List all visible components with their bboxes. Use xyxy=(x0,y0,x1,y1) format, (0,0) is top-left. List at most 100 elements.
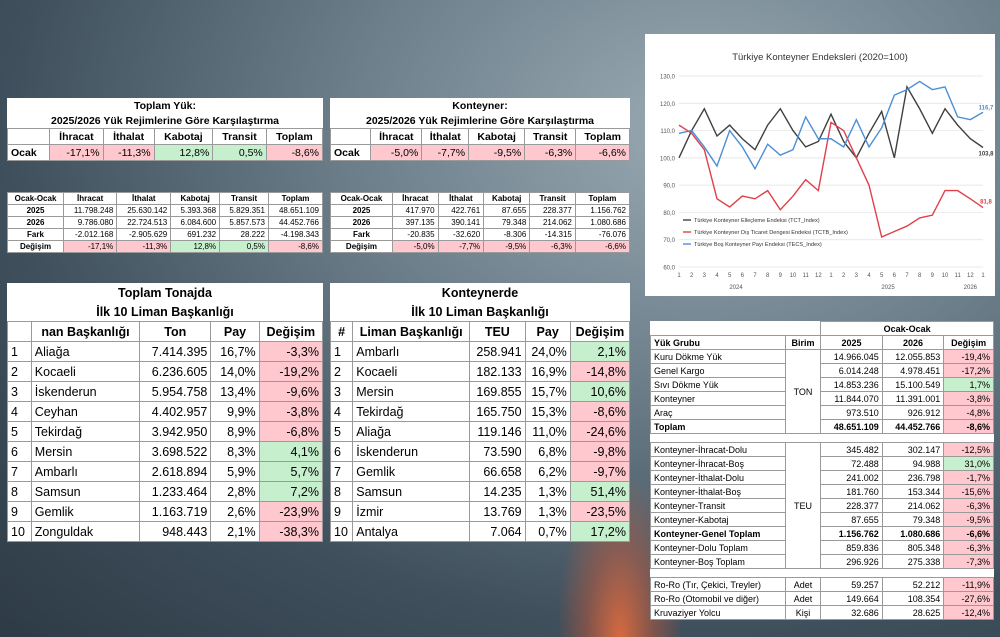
legend-entry: Türkiye Boş Konteyner Payı Endeksi (TECS… xyxy=(694,242,822,248)
table-row: Konteyner-İthalat-Boş 181.760 153.344 -15,6… xyxy=(650,484,994,499)
cell: 165.750 xyxy=(469,401,526,422)
table-row: Genel Kargo 6.014.248 4.978.451 -17,2% xyxy=(650,363,994,378)
cell: 258.941 xyxy=(469,341,526,362)
corner-header: Ocak-Ocak xyxy=(7,192,64,205)
cell: 182.133 xyxy=(469,361,526,382)
cell: 296.926 xyxy=(820,554,883,569)
cell: 6.236.605 xyxy=(139,361,212,382)
cell: 236.798 xyxy=(881,470,945,485)
table-row: Konteyner-Genel Toplam 1.156.762 1.080.686… xyxy=(650,526,994,541)
port-name: Zonguldak xyxy=(30,521,141,542)
col-header: Kabotaj xyxy=(468,128,526,145)
cell: 5.829.351 xyxy=(219,204,269,217)
x-tick-label: 12 xyxy=(815,273,822,279)
cell: -8,6% xyxy=(943,419,994,434)
cell: 169.855 xyxy=(469,381,526,402)
y-tick-label: 70,0 xyxy=(663,238,675,244)
cell: -12,5% xyxy=(943,442,994,457)
port-name: Gemlik xyxy=(352,461,471,482)
cell: 52.212 xyxy=(881,577,945,592)
cell: -3,3% xyxy=(258,341,324,362)
cell: 73.590 xyxy=(469,441,526,462)
x-tick-label: 1 xyxy=(981,273,985,279)
x-tick-label: 4 xyxy=(715,273,719,279)
cargo-group: Konteyner-Dolu Toplam xyxy=(650,540,786,555)
cargo-group: Konteyner-Kabotaj xyxy=(650,512,786,527)
cell: 13.769 xyxy=(469,501,526,522)
cell: 973.510 xyxy=(820,405,883,420)
end-value-label: 103,8 xyxy=(978,151,994,157)
port-name: Samsun xyxy=(352,481,471,502)
year-label: 2025 xyxy=(881,285,895,291)
cell: 7 xyxy=(329,461,354,482)
table-row: 5 Tekirdağ 3.942.950 8,9% -6,8% xyxy=(7,421,324,442)
top10-container-table: Konteynerde İlk 10 Liman Başkanlığı # Li… xyxy=(329,283,631,542)
cell: -6,6% xyxy=(574,240,631,253)
cell: 948.443 xyxy=(139,521,212,542)
port-name: Tekirdağ xyxy=(352,401,471,422)
cell: 66.658 xyxy=(469,461,526,482)
cell: 24,0% xyxy=(524,341,571,362)
cell: 31,0% xyxy=(943,456,994,471)
y-tick-label: 100,0 xyxy=(660,156,676,162)
cell: 5.857.573 xyxy=(219,216,269,229)
cell: -9,8% xyxy=(569,441,631,462)
cell: 302.147 xyxy=(881,442,945,457)
cell: 59.257 xyxy=(820,577,883,592)
cell: 22.724.513 xyxy=(116,216,172,229)
cell: 228.377 xyxy=(529,204,576,217)
table-row: 4 Tekirdağ 165.750 15,3% -8,6% xyxy=(329,401,631,422)
cell: 44.452.766 xyxy=(267,216,324,229)
x-tick-label: 10 xyxy=(942,273,949,279)
row-label: Fark xyxy=(7,228,64,241)
cell: 15.100.549 xyxy=(881,377,945,392)
table-row: 8 Samsun 1.233.464 2,8% 7,2% xyxy=(7,481,324,502)
cell: 72.488 xyxy=(820,456,883,471)
col-header: Toplam xyxy=(267,192,324,205)
cargo-group: Kruvaziyer Yolcu xyxy=(650,605,786,620)
cargo-group: Konteyner-Boş Toplam xyxy=(650,554,786,569)
x-tick-label: 7 xyxy=(753,273,757,279)
cell: 3.698.522 xyxy=(139,441,212,462)
cell: 4.402.957 xyxy=(139,401,212,422)
x-tick-label: 3 xyxy=(703,273,707,279)
cell: -4.198.343 xyxy=(267,228,324,241)
table-row: 1 Aliağa 7.414.395 16,7% -3,3% xyxy=(7,341,324,362)
cell: 14,0% xyxy=(210,361,260,382)
x-tick-label: 9 xyxy=(931,273,935,279)
row-label: Değişim xyxy=(330,240,393,253)
cell: 228.377 xyxy=(820,498,883,513)
cargo-group: Konteyner-İhracat-Dolu xyxy=(650,442,786,457)
row-label: 2025 xyxy=(330,204,393,217)
cell: 5 xyxy=(7,421,32,442)
cell: 79.348 xyxy=(483,216,531,229)
table-row: 6 Mersin 3.698.522 8,3% 4,1% xyxy=(7,441,324,462)
col-header: İhracat xyxy=(49,128,104,145)
table-subtitle: 2025/2026 Yük Rejimlerine Göre Karşılaşt… xyxy=(50,114,280,127)
col-header: Yük Grubu xyxy=(650,335,786,350)
cell: 87.655 xyxy=(483,204,531,217)
cell: -7,3% xyxy=(943,554,994,569)
cell: 214.062 xyxy=(529,216,576,229)
cell: 7,2% xyxy=(258,481,324,502)
cell: 2.618.894 xyxy=(139,461,212,482)
cell: 16,9% xyxy=(524,361,571,382)
col-header: Transit xyxy=(524,128,577,145)
cell: 15,7% xyxy=(524,381,571,402)
y-tick-label: 110,0 xyxy=(660,129,675,135)
cell: -3,8% xyxy=(258,401,324,422)
cell: 9.786.080 xyxy=(62,216,118,229)
table-row: 6 İskenderun 73.590 6,8% -9,8% xyxy=(329,441,631,462)
cell: 79.348 xyxy=(881,512,945,527)
cell: 6 xyxy=(329,441,354,462)
cell: 1.156.762 xyxy=(574,204,631,217)
col-header: Birim xyxy=(784,335,822,350)
series-line xyxy=(678,80,984,171)
cell: -19,4% xyxy=(943,349,994,364)
cell: 48.651.109 xyxy=(267,204,324,217)
cell: 1.156.762 xyxy=(820,526,883,541)
cargo-group: Konteyner-İthalat-Dolu xyxy=(650,470,786,485)
cell: 3 xyxy=(7,381,32,402)
port-name: İskenderun xyxy=(352,441,471,462)
table-title: Konteyner: xyxy=(452,99,508,112)
